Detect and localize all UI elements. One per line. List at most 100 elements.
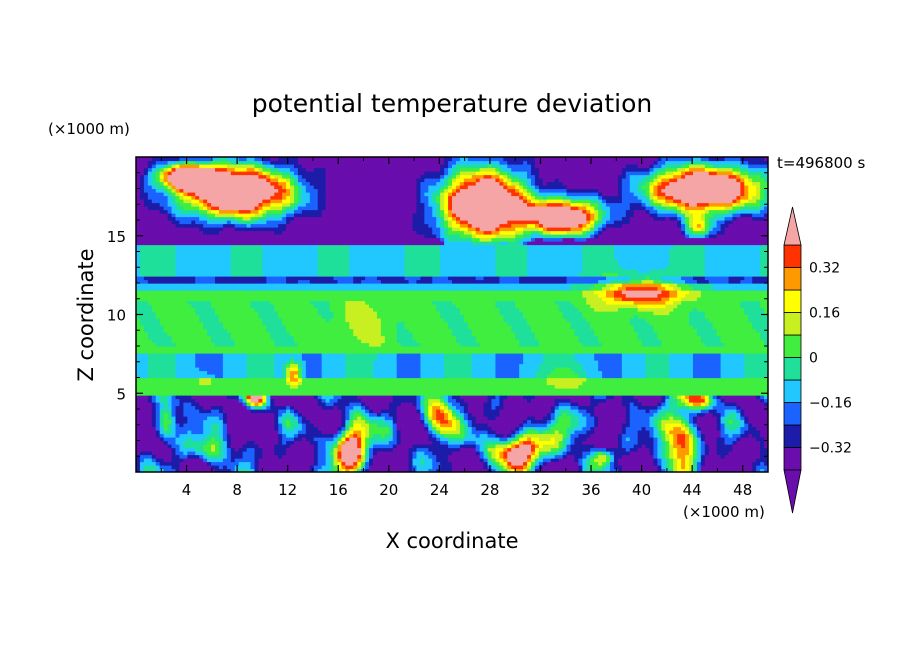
contour-cell [136,430,141,435]
contour-cell [404,381,410,386]
contour-cell [143,377,149,382]
contour-cell [641,412,647,417]
contour-cell [337,447,342,452]
contour-cell [234,440,240,445]
contour-cell [487,461,493,466]
contour-cell [436,454,441,459]
contour-cell [669,412,674,417]
contour-cell [167,433,173,438]
contour-cell [582,433,587,438]
contour-cell [191,363,196,368]
contour-cell [139,423,145,428]
contour-cell [673,370,678,375]
contour-cell [384,377,390,382]
contour-cell [147,395,153,400]
contour-cell [203,465,208,470]
contour-cell [270,468,275,472]
contour-cell [566,409,572,414]
contour-cell [183,426,188,431]
contour-cell [207,461,212,466]
contour-cell [574,381,579,386]
contour-cell [305,395,311,400]
contour-cell [602,388,607,393]
contour-cell [305,465,311,470]
contour-cell [527,465,532,470]
contour-cell [282,391,287,396]
contour-cell [167,423,173,428]
contour-cell [495,395,500,400]
contour-cell [459,395,465,400]
contour-cell [167,395,173,400]
time-label: t=496800 s [777,154,865,172]
contour-cell [412,374,418,379]
contour-cell [645,388,651,393]
contour-cell [139,402,145,407]
contour-cell [716,433,722,438]
contour-cell [495,381,500,386]
contour-cell [392,419,398,424]
contour-cell [669,454,674,459]
contour-cell [361,384,366,389]
contour-cell [215,451,220,456]
contour-cell [345,423,350,428]
contour-cell [503,391,508,396]
contour-cell [329,363,335,368]
contour-cell [294,430,299,435]
contour-cell [195,363,200,368]
contour-cell [420,388,425,393]
contour-cell [424,430,429,435]
contour-cell [361,405,366,410]
contour-cell [440,419,445,424]
contour-cell [527,454,532,459]
contour-cell [388,377,394,382]
contour-cell [606,454,611,459]
contour-cell [538,388,544,393]
contour-cell [136,444,141,449]
contour-cell [159,388,165,393]
contour-cell [278,423,283,428]
contour-cell [207,388,212,393]
contour-cell [716,461,722,466]
contour-cell [266,412,271,417]
contour-cell [511,363,516,368]
contour-cell [503,426,508,431]
contour-cell [313,384,319,389]
contour-cell [479,374,485,379]
contour-cell [716,447,722,452]
contour-cell [610,465,615,470]
contour-cell [428,377,433,382]
contour-cell [629,412,635,417]
contour-cell [242,447,248,452]
contour-cell [531,461,536,466]
contour-cell [558,405,564,410]
contour-cell [748,391,753,396]
contour-cell [515,419,520,424]
contour-cell [440,398,445,403]
contour-cell [752,461,757,466]
contour-cell [700,447,706,452]
contour-cell [708,395,714,400]
contour-cell [215,395,220,400]
contour-cell [242,426,248,431]
contour-cell [744,395,749,400]
contour-cell [653,391,658,396]
contour-cell [333,416,339,421]
contour-cell [712,454,718,459]
contour-cell [527,402,532,407]
contour-cell [582,430,587,435]
contour-cell [507,381,512,386]
contour-cell [582,374,587,379]
contour-cell [689,367,694,372]
contour-cell [345,430,350,435]
contour-cell [720,423,726,428]
contour-cell [274,430,279,435]
contour-cell [566,454,572,459]
contour-cell [286,398,291,403]
contour-cell [163,444,169,449]
contour-cell [325,433,331,438]
contour-cell [262,391,267,396]
contour-cell [250,398,256,403]
contour-cell [732,402,737,407]
contour-cell [270,367,275,372]
contour-cell [764,444,768,449]
